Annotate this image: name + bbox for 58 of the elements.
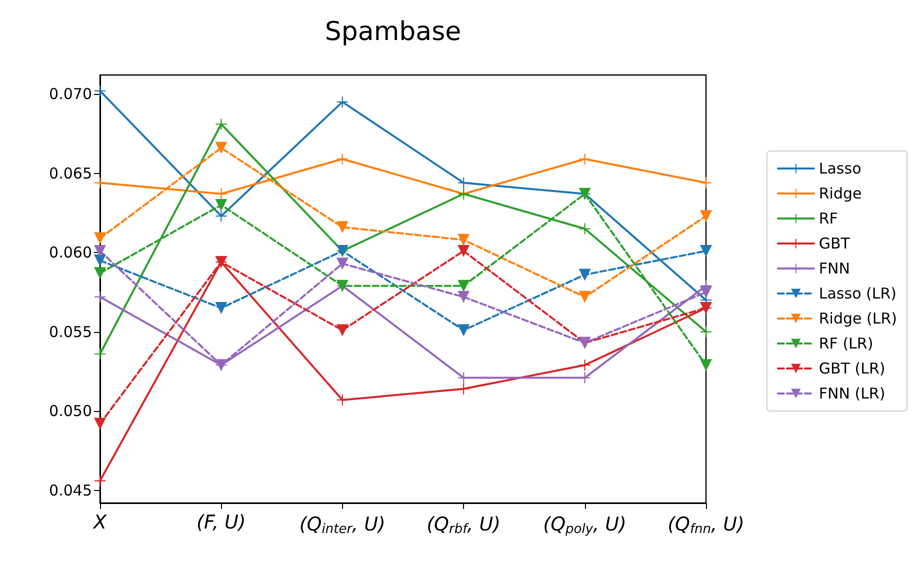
- y-tick-label: 0.060: [49, 244, 92, 262]
- point: [579, 154, 590, 165]
- point: [700, 286, 712, 298]
- legend-label: Lasso: [818, 160, 862, 178]
- point: [458, 244, 470, 257]
- point: [336, 96, 348, 108]
- y-tick-label: 0.055: [49, 322, 92, 341]
- point: [700, 210, 712, 222]
- point: [458, 383, 470, 394]
- legend-label: Ridge (LR): [818, 310, 898, 328]
- point: [336, 258, 348, 270]
- point: [215, 142, 228, 154]
- point: [216, 118, 227, 130]
- point: [578, 290, 591, 303]
- point: [215, 302, 228, 314]
- y-tick-label: 0.050: [49, 402, 92, 420]
- point: [216, 188, 227, 200]
- point: [700, 177, 712, 188]
- point: [336, 154, 348, 165]
- point: [94, 475, 106, 486]
- point: [94, 418, 106, 430]
- point: [336, 221, 348, 234]
- point: [94, 267, 106, 280]
- point: [579, 223, 590, 234]
- point: [94, 232, 106, 244]
- legend-label: Lasso (LR): [818, 284, 896, 302]
- x-tick-label: (F, U): [196, 512, 246, 534]
- legend-label: RF: [818, 210, 838, 228]
- point: [458, 177, 470, 188]
- point: [94, 177, 106, 188]
- point: [336, 324, 348, 336]
- point: [700, 359, 712, 372]
- y-tick-label: 0.070: [49, 85, 92, 104]
- legend-label: RF (LR): [818, 334, 874, 352]
- y-tick-label: 0.065: [49, 164, 92, 182]
- point: [578, 268, 591, 281]
- point: [94, 254, 106, 266]
- point: [700, 326, 712, 338]
- chart-title: Spambase: [324, 17, 462, 47]
- point: [458, 324, 470, 336]
- x-tick-label: X: [92, 512, 108, 534]
- point: [215, 198, 228, 211]
- point: [94, 291, 106, 302]
- legend-label: FNN: [818, 260, 850, 278]
- point: [700, 244, 712, 257]
- y-tick-label: 0.045: [49, 481, 92, 500]
- legend-label: GBT: [818, 234, 851, 252]
- point: [458, 280, 470, 292]
- point: [458, 290, 470, 303]
- point: [579, 360, 590, 371]
- point: [94, 244, 106, 257]
- legend-label: GBT (LR): [818, 360, 886, 378]
- legend-label: FNN (LR): [818, 384, 886, 402]
- point: [94, 85, 106, 96]
- legend-label: Ridge: [818, 184, 862, 202]
- point: [216, 210, 227, 222]
- point: [94, 348, 106, 360]
- point: [458, 234, 470, 246]
